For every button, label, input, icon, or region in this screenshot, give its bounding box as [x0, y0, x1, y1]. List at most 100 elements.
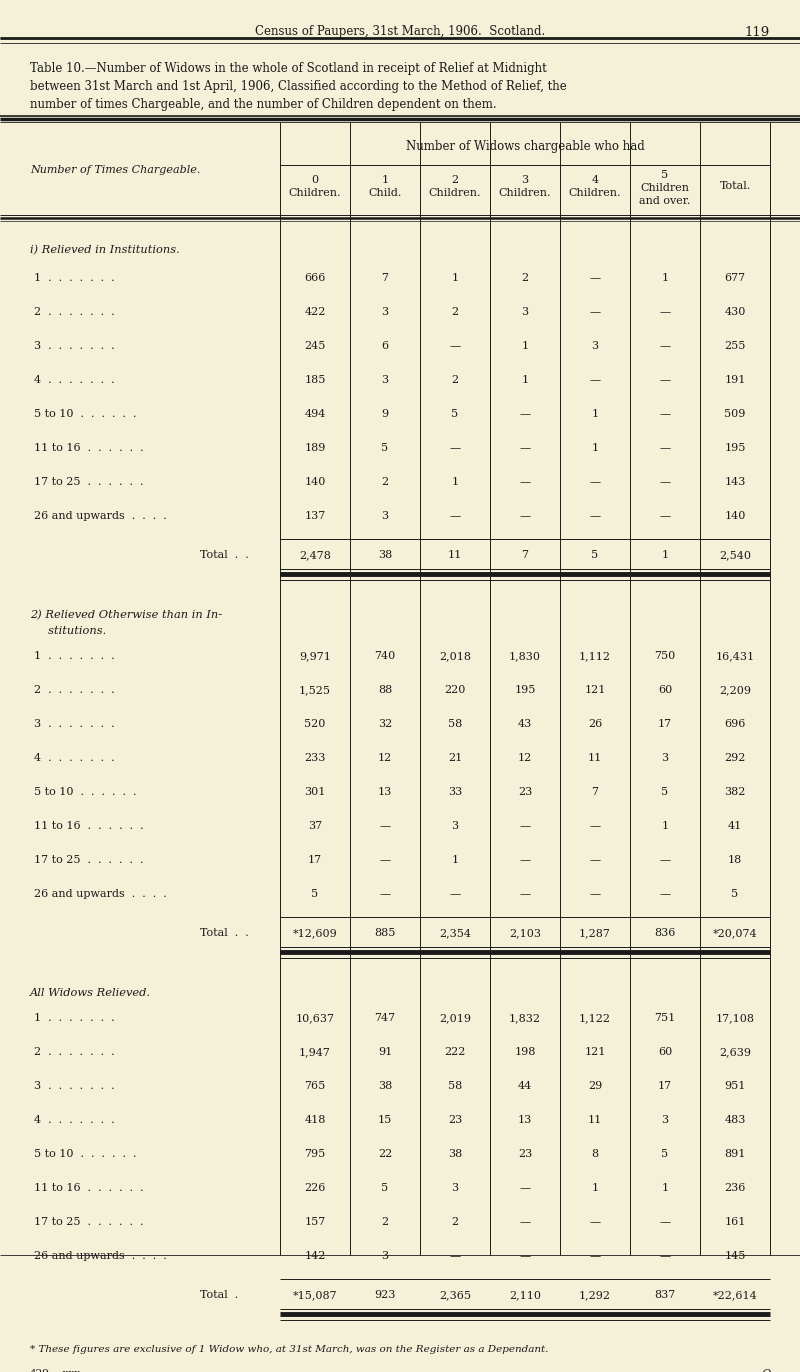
- Text: 11: 11: [448, 550, 462, 560]
- Text: 885: 885: [374, 927, 396, 938]
- Text: 7: 7: [522, 550, 529, 560]
- Text: 17 to 25  .  .  .  .  .  .: 17 to 25 . . . . . .: [34, 1217, 143, 1227]
- Text: 220: 220: [444, 685, 466, 696]
- Text: 5: 5: [662, 1148, 669, 1159]
- Text: 13: 13: [518, 1115, 532, 1125]
- Text: 245: 245: [304, 342, 326, 351]
- Text: 9,971: 9,971: [299, 650, 331, 661]
- Text: 222: 222: [444, 1047, 466, 1056]
- Text: Census of Paupers, 31st March, 1906.  Scotland.: Census of Paupers, 31st March, 1906. Sco…: [255, 26, 545, 38]
- Text: 3: 3: [382, 375, 389, 386]
- Text: 21: 21: [448, 753, 462, 763]
- Text: 23: 23: [518, 788, 532, 797]
- Text: —: —: [379, 855, 390, 864]
- Text: 10,637: 10,637: [295, 1013, 334, 1024]
- Text: Number of Widows chargeable who had: Number of Widows chargeable who had: [406, 140, 644, 154]
- Text: 494: 494: [304, 409, 326, 418]
- Text: 1,112: 1,112: [579, 650, 611, 661]
- Text: 2  .  .  .  .  .  .  .: 2 . . . . . . .: [34, 685, 114, 696]
- Text: 1,832: 1,832: [509, 1013, 541, 1024]
- Text: —: —: [519, 1217, 530, 1227]
- Text: —: —: [590, 375, 601, 386]
- Text: between 31st March and 1st April, 1906, Classified according to the Method of Re: between 31st March and 1st April, 1906, …: [30, 80, 566, 93]
- Text: Children.: Children.: [569, 188, 622, 198]
- Text: 430: 430: [724, 307, 746, 317]
- Text: 11 to 16  .  .  .  .  .  .: 11 to 16 . . . . . .: [34, 1183, 144, 1194]
- Text: All Widows Relieved.: All Widows Relieved.: [30, 988, 151, 997]
- Text: *22,614: *22,614: [713, 1290, 758, 1301]
- Text: 5: 5: [382, 1183, 389, 1194]
- Text: *12,609: *12,609: [293, 927, 338, 938]
- Text: —: —: [590, 855, 601, 864]
- Text: Q: Q: [761, 1369, 770, 1372]
- Text: 198: 198: [514, 1047, 536, 1056]
- Text: 17: 17: [658, 719, 672, 729]
- Text: 5: 5: [591, 550, 598, 560]
- Text: 38: 38: [378, 1081, 392, 1091]
- Text: 3: 3: [382, 1251, 389, 1261]
- Text: 32: 32: [378, 719, 392, 729]
- Text: 195: 195: [724, 443, 746, 453]
- Text: 5: 5: [382, 443, 389, 453]
- Text: 5: 5: [311, 889, 318, 899]
- Text: —: —: [450, 510, 461, 521]
- Text: 4  .  .  .  .  .  .  .: 4 . . . . . . .: [34, 375, 114, 386]
- Text: —: —: [379, 820, 390, 831]
- Text: 9: 9: [382, 409, 389, 418]
- Text: and over.: and over.: [639, 196, 690, 206]
- Text: 1: 1: [662, 1183, 669, 1194]
- Text: 60: 60: [658, 1047, 672, 1056]
- Text: 13: 13: [378, 788, 392, 797]
- Text: 191: 191: [724, 375, 746, 386]
- Text: 195: 195: [514, 685, 536, 696]
- Text: 3: 3: [382, 307, 389, 317]
- Text: 3: 3: [522, 176, 529, 185]
- Text: 2,103: 2,103: [509, 927, 541, 938]
- Text: 2: 2: [382, 1217, 389, 1227]
- Text: 1,830: 1,830: [509, 650, 541, 661]
- Text: number of times Chargeable, and the number of Children dependent on them.: number of times Chargeable, and the numb…: [30, 97, 497, 111]
- Text: —: —: [590, 820, 601, 831]
- Text: 301: 301: [304, 788, 326, 797]
- Text: —: —: [519, 1183, 530, 1194]
- Text: 58: 58: [448, 1081, 462, 1091]
- Text: 2  .  .  .  .  .  .  .: 2 . . . . . . .: [34, 307, 114, 317]
- Text: 5 to 10  .  .  .  .  .  .: 5 to 10 . . . . . .: [34, 409, 137, 418]
- Text: 1: 1: [451, 477, 458, 487]
- Text: 677: 677: [725, 273, 746, 283]
- Text: 26 and upwards  .  .  .  .: 26 and upwards . . . .: [34, 510, 166, 521]
- Text: 418: 418: [304, 1115, 326, 1125]
- Text: Total  .  .: Total . .: [200, 550, 249, 560]
- Text: 3  .  .  .  .  .  .  .: 3 . . . . . . .: [34, 1081, 114, 1091]
- Text: 17,108: 17,108: [715, 1013, 754, 1024]
- Text: 1  .  .  .  .  .  .  .: 1 . . . . . . .: [34, 1013, 114, 1024]
- Text: 836: 836: [654, 927, 676, 938]
- Text: 233: 233: [304, 753, 326, 763]
- Text: —: —: [659, 510, 670, 521]
- Text: —: —: [450, 443, 461, 453]
- Text: 837: 837: [654, 1290, 676, 1301]
- Text: 951: 951: [724, 1081, 746, 1091]
- Text: 2,209: 2,209: [719, 685, 751, 696]
- Text: 1: 1: [522, 342, 529, 351]
- Text: 2,540: 2,540: [719, 550, 751, 560]
- Text: 1,947: 1,947: [299, 1047, 331, 1056]
- Text: 2: 2: [451, 176, 458, 185]
- Text: —: —: [590, 1251, 601, 1261]
- Text: 750: 750: [654, 650, 676, 661]
- Text: 2: 2: [522, 273, 529, 283]
- Text: 292: 292: [724, 753, 746, 763]
- Text: 11 to 16  .  .  .  .  .  .: 11 to 16 . . . . . .: [34, 820, 144, 831]
- Text: 161: 161: [724, 1217, 746, 1227]
- Text: 23: 23: [448, 1115, 462, 1125]
- Text: * These figures are exclusive of 1 Widow who, at 31st March, was on the Register: * These figures are exclusive of 1 Widow…: [30, 1345, 548, 1354]
- Text: *15,087: *15,087: [293, 1290, 338, 1301]
- Text: —: —: [519, 409, 530, 418]
- Text: 2,019: 2,019: [439, 1013, 471, 1024]
- Text: 26 and upwards  .  .  .  .: 26 and upwards . . . .: [34, 1251, 166, 1261]
- Text: 12: 12: [518, 753, 532, 763]
- Text: 520: 520: [304, 719, 326, 729]
- Text: 121: 121: [584, 685, 606, 696]
- Text: 185: 185: [304, 375, 326, 386]
- Text: 142: 142: [304, 1251, 326, 1261]
